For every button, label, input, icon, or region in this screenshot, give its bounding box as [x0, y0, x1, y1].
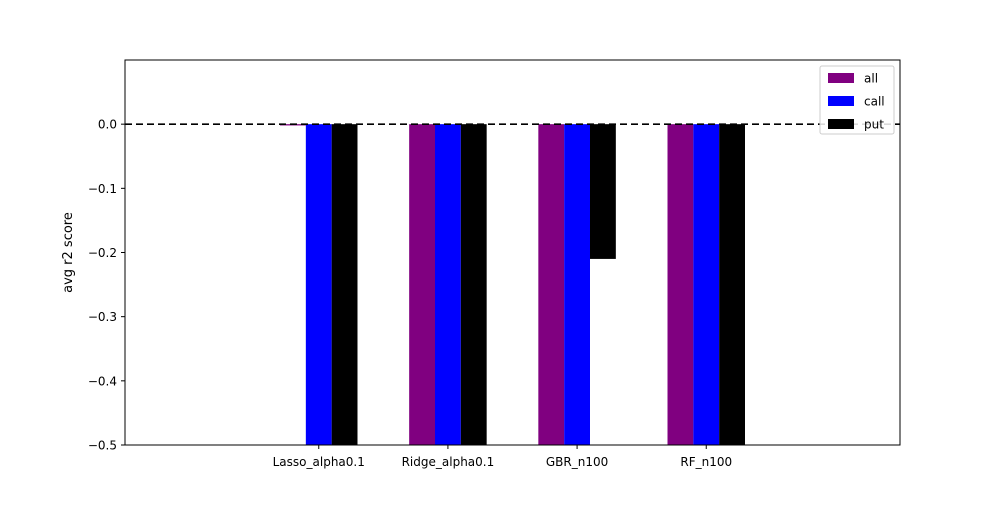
bar-all-3	[667, 124, 694, 445]
legend-swatch-all	[828, 73, 854, 83]
legend-label-call: call	[864, 95, 885, 109]
y-axis: −0.5 −0.4 −0.3 −0.2 −0.1 0.0	[88, 118, 125, 453]
x-tick-label: Lasso_alpha0.1	[273, 455, 365, 469]
y-tick-label: −0.4	[88, 374, 117, 388]
bar-put-3	[719, 124, 745, 445]
bar-put-0	[331, 124, 358, 445]
bar-all-1	[409, 124, 435, 445]
x-tick-label: Ridge_alpha0.1	[402, 455, 495, 469]
y-tick-label: −0.3	[88, 310, 117, 324]
x-tick-label: RF_n100	[680, 455, 732, 469]
bar-put-2	[590, 124, 616, 259]
plot-frame	[124, 59, 901, 446]
bar-call-3	[693, 124, 720, 445]
legend-swatch-put	[828, 119, 854, 129]
legend: all call put	[819, 65, 895, 135]
bar-call-1	[435, 124, 461, 445]
x-tick-label: GBR_n100	[546, 455, 608, 469]
x-axis: Lasso_alpha0.1 Ridge_alpha0.1 GBR_n100 RF_n…	[273, 445, 732, 469]
bars-layer	[280, 124, 745, 445]
bar-all-2	[538, 124, 565, 445]
y-tick-label: −0.1	[88, 182, 117, 196]
legend-label-put: put	[864, 118, 884, 132]
y-tick-label: −0.2	[88, 246, 117, 260]
legend-label-all: all	[864, 72, 878, 86]
y-tick-label: −0.5	[88, 439, 117, 453]
y-axis-label: avg r2 score	[61, 212, 76, 293]
y-tick-label: 0.0	[98, 118, 117, 132]
bar-call-2	[564, 124, 590, 445]
bar-put-1	[460, 124, 487, 445]
legend-swatch-call	[828, 96, 854, 106]
bar-call-0	[305, 124, 332, 445]
